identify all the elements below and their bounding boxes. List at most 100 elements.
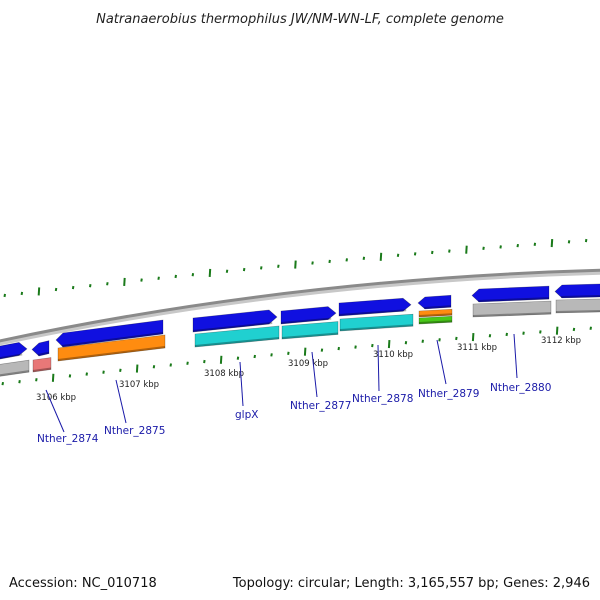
inner-tick bbox=[572, 327, 576, 332]
outer-tick bbox=[328, 259, 331, 264]
map-title: Natranaerobius thermophilus JW/NM-WN-LF,… bbox=[96, 12, 504, 27]
gene-label: Nther_2875 bbox=[104, 425, 165, 437]
outer-tick bbox=[379, 252, 383, 261]
outer-tick bbox=[431, 250, 434, 255]
scale-label: 3112 kbp bbox=[541, 336, 581, 346]
gene-block bbox=[555, 298, 600, 314]
gene-block bbox=[32, 357, 52, 373]
genome-backbone bbox=[0, 268, 600, 343]
cds-arrow-shade bbox=[423, 305, 452, 309]
inner-tick bbox=[421, 339, 424, 343]
inner-tick bbox=[488, 334, 492, 338]
scale-label: 3107 kbp bbox=[119, 380, 159, 390]
inner-tick bbox=[555, 326, 559, 335]
cds-arrow bbox=[554, 283, 600, 299]
inner-tick bbox=[68, 374, 72, 378]
outer-tick bbox=[277, 264, 280, 268]
outer-tick bbox=[499, 245, 502, 249]
cds-arrow bbox=[471, 285, 550, 303]
gene-block bbox=[418, 308, 453, 318]
gene-labels: Nther_2874Nther_2875glpXNther_2877Nther_… bbox=[37, 333, 551, 445]
outer-tick bbox=[396, 253, 400, 258]
inner-tick bbox=[219, 355, 223, 364]
gene-label: Nther_2878 bbox=[352, 393, 413, 405]
gene-block-shade bbox=[339, 324, 414, 331]
outer-tick bbox=[567, 240, 571, 244]
inner-tick bbox=[253, 354, 256, 359]
gene-label: glpX bbox=[235, 409, 258, 421]
gene-block-shade bbox=[32, 367, 52, 372]
outer-tick bbox=[260, 266, 263, 270]
outer-tick bbox=[482, 246, 485, 250]
outer-tick bbox=[550, 238, 554, 248]
gene-block bbox=[281, 321, 339, 340]
inner-tick bbox=[471, 333, 475, 342]
inner-tick bbox=[287, 351, 290, 355]
scale-label: 3108 kbp bbox=[204, 369, 244, 379]
inner-tick bbox=[152, 365, 156, 369]
inner-tick bbox=[169, 363, 172, 367]
gene-leader-line bbox=[239, 361, 244, 407]
outer-tick bbox=[516, 243, 519, 248]
gene-block bbox=[57, 334, 166, 362]
outer-tick bbox=[225, 269, 229, 273]
outer-tick bbox=[294, 260, 297, 269]
cds-arrow bbox=[31, 340, 50, 357]
outer-tick bbox=[140, 278, 143, 282]
accession-text: Accession: NC_010718 bbox=[9, 576, 157, 591]
cds-arrow bbox=[0, 342, 28, 360]
gene-features bbox=[0, 283, 600, 377]
outer-tick bbox=[448, 249, 451, 253]
cds-arrow bbox=[338, 297, 412, 317]
inner-tick bbox=[203, 359, 206, 364]
scale-label: 3106 kbp bbox=[36, 393, 76, 403]
cds-arrow-shade bbox=[280, 317, 332, 324]
tick-marks bbox=[1, 238, 592, 386]
cds-arrow-shade bbox=[338, 309, 407, 316]
scale-label: 3110 kbp bbox=[373, 350, 413, 360]
outer-tick bbox=[174, 274, 177, 279]
gene-block-shade bbox=[0, 370, 30, 377]
inner-tick bbox=[135, 364, 139, 373]
outer-tick bbox=[89, 283, 92, 288]
inner-tick bbox=[35, 378, 38, 382]
outer-tick bbox=[208, 268, 212, 278]
gene-leader-line bbox=[513, 333, 518, 379]
gene-leader-line bbox=[311, 351, 318, 398]
inner-tick bbox=[102, 370, 105, 374]
gene-leader-line bbox=[436, 339, 447, 385]
inner-tick bbox=[404, 341, 408, 345]
scale-labels: 3106 kbp 3107 kbp 3108 kbp 3109 kbp 3110 kbp… bbox=[36, 336, 581, 403]
gene-block-shade bbox=[281, 332, 339, 339]
inner-tick bbox=[505, 332, 508, 337]
gene-block-shade bbox=[57, 345, 166, 361]
cds-arrow-shade bbox=[560, 294, 600, 298]
inner-tick bbox=[589, 326, 592, 330]
inner-tick bbox=[522, 331, 525, 335]
outer-tick bbox=[20, 291, 24, 296]
inner-tick bbox=[320, 348, 324, 352]
gene-leader-line bbox=[115, 379, 127, 424]
outer-tick bbox=[533, 242, 537, 246]
gene-label: Nther_2877 bbox=[290, 400, 351, 412]
scale-label: 3111 kbp bbox=[457, 343, 497, 353]
cds-arrow-shade bbox=[0, 353, 23, 360]
inner-tick bbox=[438, 338, 441, 342]
inner-tick bbox=[539, 330, 542, 334]
outer-tick bbox=[54, 287, 58, 292]
outer-tick bbox=[242, 267, 246, 272]
outer-tick bbox=[345, 258, 348, 262]
gene-block bbox=[472, 300, 552, 318]
outer-tick bbox=[465, 245, 468, 254]
inner-tick bbox=[303, 347, 307, 356]
outer-tick bbox=[123, 277, 126, 286]
cds-arrow-shade bbox=[192, 321, 273, 332]
gene-block-shade bbox=[418, 320, 453, 324]
gene-block bbox=[194, 325, 280, 348]
inner-tick bbox=[186, 361, 189, 365]
inner-tick bbox=[455, 336, 458, 341]
gene-block bbox=[339, 313, 414, 332]
outer-tick bbox=[191, 273, 195, 277]
inner-tick bbox=[18, 380, 21, 384]
